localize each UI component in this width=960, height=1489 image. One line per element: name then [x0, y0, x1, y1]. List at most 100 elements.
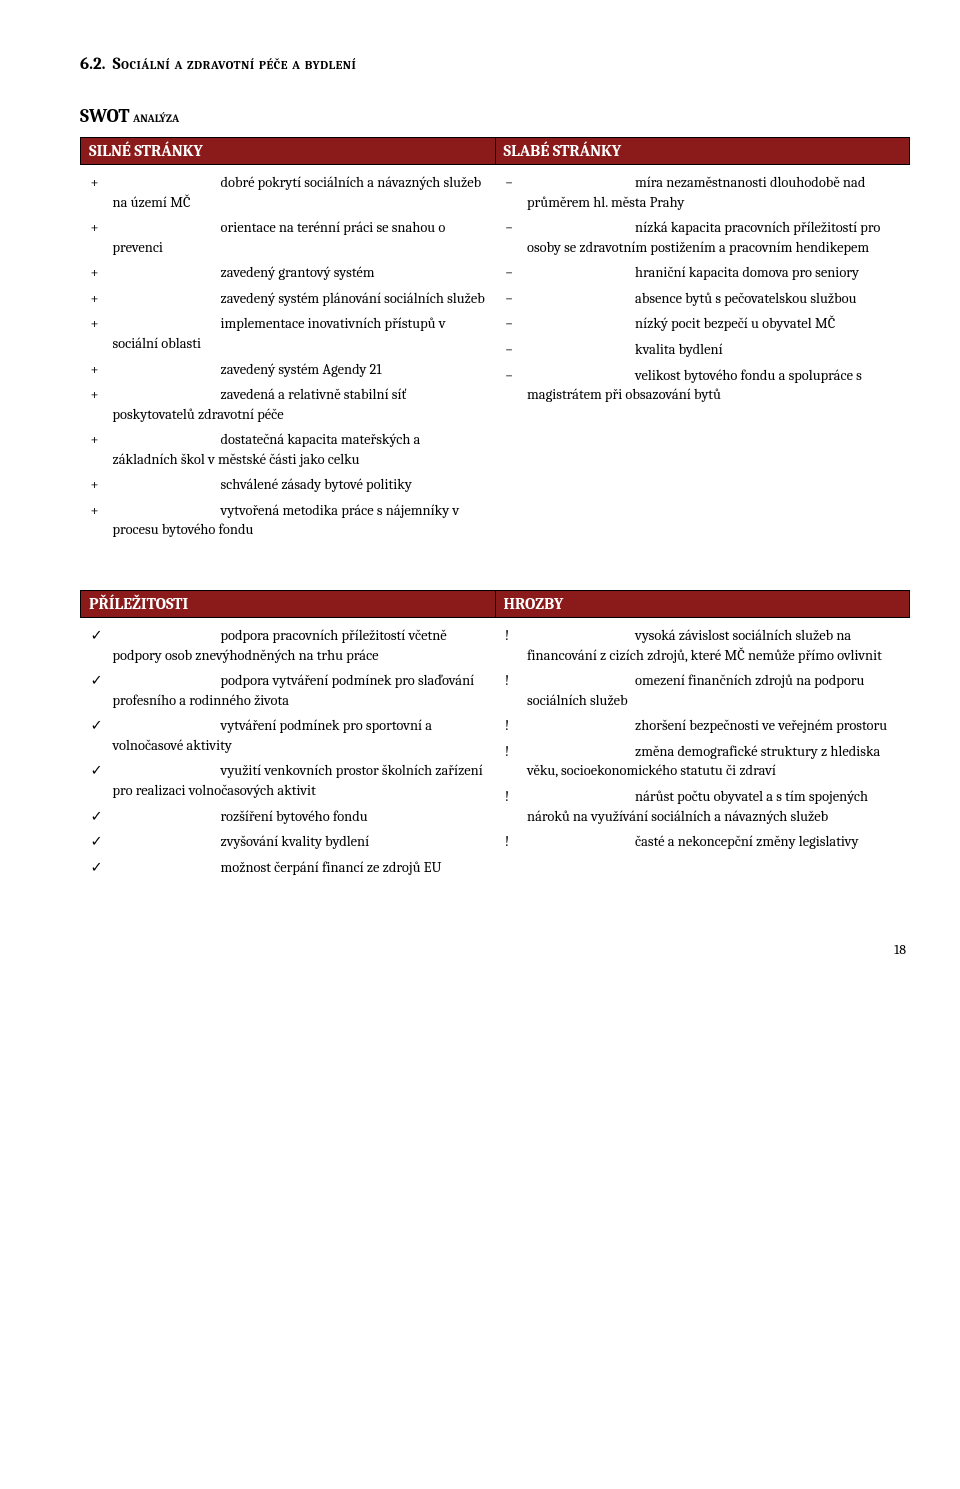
opportunity-item: ✓možnost čerpání financí ze zdrojů EU [91, 858, 486, 878]
opportunity-item: ✓podpora pracovních příležitostí včetně … [91, 626, 486, 665]
strength-bullet-icon: + [91, 173, 113, 212]
opportunity-item-text: vytváření podmínek pro sportovní a volno… [113, 716, 486, 755]
threat-bullet-icon: ! [505, 716, 527, 736]
subhead-sub: analýza [130, 108, 180, 126]
threat-bullet-icon: ! [505, 626, 527, 665]
strength-bullet-icon: + [91, 263, 113, 283]
strength-bullet-icon: + [91, 385, 113, 424]
opportunity-bullet-icon: ✓ [91, 832, 113, 852]
strength-item-text: dostatečná kapacita mateřských a základn… [113, 430, 486, 469]
header-opportunities: PŘÍLEŽITOSTI [81, 591, 496, 618]
threat-item: !změna demografické struktury z hlediska… [505, 742, 900, 781]
strength-item: +dobré pokrytí sociálních a návazných sl… [91, 173, 486, 212]
opportunity-item-text: možnost čerpání financí ze zdrojů EU [113, 858, 486, 878]
weakness-bullet-icon: − [505, 263, 527, 283]
threat-item: !nárůst počtu obyvatel a s tím spojených… [505, 787, 900, 826]
weakness-item: −nízká kapacita pracovních příležitostí … [505, 218, 900, 257]
opportunity-item: ✓vytváření podmínek pro sportovní a voln… [91, 716, 486, 755]
threat-item: !omezení finančních zdrojů na podporu so… [505, 671, 900, 710]
opportunity-item-text: zvyšování kvality bydlení [113, 832, 486, 852]
threat-item-text: omezení finančních zdrojů na podporu soc… [527, 671, 900, 710]
strength-item-text: orientace na terénní práci se snahou o p… [113, 218, 486, 257]
opportunity-bullet-icon: ✓ [91, 671, 113, 710]
weakness-item-text: hraniční kapacita domova pro seniory [527, 263, 900, 283]
strength-item-text: dobré pokrytí sociálních a návazných slu… [113, 173, 486, 212]
page-number: 18 [80, 941, 910, 958]
opportunity-bullet-icon: ✓ [91, 716, 113, 755]
opportunity-bullet-icon: ✓ [91, 626, 113, 665]
strength-bullet-icon: + [91, 430, 113, 469]
threat-item-text: vysoká závislost sociálních služeb na fi… [527, 626, 900, 665]
weakness-item-text: nízká kapacita pracovních příležitostí p… [527, 218, 900, 257]
opportunity-item: ✓podpora vytváření podmínek pro slaďován… [91, 671, 486, 710]
weakness-bullet-icon: − [505, 314, 527, 334]
weakness-bullet-icon: − [505, 340, 527, 360]
opportunity-bullet-icon: ✓ [91, 807, 113, 827]
weakness-item: −kvalita bydlení [505, 340, 900, 360]
strength-item: +implementace inovativních přístupů v so… [91, 314, 486, 353]
strength-item: +zavedený grantový systém [91, 263, 486, 283]
strength-bullet-icon: + [91, 501, 113, 540]
header-strengths: SILNÉ STRÁNKY [81, 138, 496, 165]
weakness-item: −hraniční kapacita domova pro seniory [505, 263, 900, 283]
weakness-item: −absence bytů s pečovatelskou službou [505, 289, 900, 309]
weakness-item-text: velikost bytového fondu a spolupráce s m… [527, 366, 900, 405]
opportunity-bullet-icon: ✓ [91, 858, 113, 878]
swot-body-row-2: ✓podpora pracovních příležitostí včetně … [81, 618, 910, 902]
weakness-item: −velikost bytového fondu a spolupráce s … [505, 366, 900, 405]
swot-header-row-1: SILNÉ STRÁNKY SLABÉ STRÁNKY [81, 138, 910, 165]
weakness-bullet-icon: − [505, 173, 527, 212]
weakness-item: −nízký pocit bezpečí u obyvatel MČ [505, 314, 900, 334]
opportunity-item: ✓využití venkovních prostor školních zař… [91, 761, 486, 800]
strength-item-text: vytvořená metodika práce s nájemníky v p… [113, 501, 486, 540]
strength-item: +schválené zásady bytové politiky [91, 475, 486, 495]
weakness-item-text: nízký pocit bezpečí u obyvatel MČ [527, 314, 900, 334]
swot-table: SILNÉ STRÁNKY SLABÉ STRÁNKY +dobré pokry… [80, 137, 910, 901]
threat-item-text: časté a nekoncepční změny legislativy [527, 832, 900, 852]
opportunity-item-text: podpora vytváření podmínek pro slaďování… [113, 671, 486, 710]
swot-gap [81, 564, 910, 591]
threat-bullet-icon: ! [505, 742, 527, 781]
weakness-item: −míra nezaměstnanosti dlouhodobě nad prů… [505, 173, 900, 212]
strength-bullet-icon: + [91, 360, 113, 380]
weakness-bullet-icon: − [505, 218, 527, 257]
strength-bullet-icon: + [91, 218, 113, 257]
strength-item: +vytvořená metodika práce s nájemníky v … [91, 501, 486, 540]
section-heading: 6.2. Sociální a zdravotní péče a bydlení [80, 40, 910, 77]
threat-bullet-icon: ! [505, 787, 527, 826]
threats-cell: !vysoká závislost sociálních služeb na f… [495, 618, 910, 902]
section-title: Sociální a zdravotní péče a bydlení [113, 55, 357, 74]
weakness-bullet-icon: − [505, 289, 527, 309]
strength-item-text: zavedený grantový systém [113, 263, 486, 283]
weakness-item-text: absence bytů s pečovatelskou službou [527, 289, 900, 309]
swot-body-row-1: +dobré pokrytí sociálních a návazných sl… [81, 165, 910, 565]
threat-item: !zhoršení bezpečnosti ve veřejném prosto… [505, 716, 900, 736]
strength-bullet-icon: + [91, 314, 113, 353]
strength-item-text: schválené zásady bytové politiky [113, 475, 486, 495]
threat-bullet-icon: ! [505, 832, 527, 852]
strengths-cell: +dobré pokrytí sociálních a návazných sl… [81, 165, 496, 565]
opportunity-item: ✓zvyšování kvality bydlení [91, 832, 486, 852]
strength-item: +dostatečná kapacita mateřských a základ… [91, 430, 486, 469]
strength-item: +zavedený systém Agendy 21 [91, 360, 486, 380]
weakness-bullet-icon: − [505, 366, 527, 405]
strength-bullet-icon: + [91, 289, 113, 309]
strength-item-text: implementace inovativních přístupů v soc… [113, 314, 486, 353]
strength-item: +zavedená a relativně stabilní síť posky… [91, 385, 486, 424]
strength-item: +zavedený systém plánování sociálních sl… [91, 289, 486, 309]
strength-item-text: zavedená a relativně stabilní síť poskyt… [113, 385, 486, 424]
opportunity-item: ✓rozšíření bytového fondu [91, 807, 486, 827]
opportunity-item-text: podpora pracovních příležitostí včetně p… [113, 626, 486, 665]
threat-item-text: nárůst počtu obyvatel a s tím spojených … [527, 787, 900, 826]
opportunity-item-text: rozšíření bytového fondu [113, 807, 486, 827]
strength-item-text: zavedený systém plánování sociálních slu… [113, 289, 486, 309]
subhead-main: SWOT [80, 105, 130, 127]
opportunity-bullet-icon: ✓ [91, 761, 113, 800]
header-weaknesses: SLABÉ STRÁNKY [495, 138, 910, 165]
section-number: 6.2. [80, 55, 106, 74]
threat-item-text: změna demografické struktury z hlediska … [527, 742, 900, 781]
strength-bullet-icon: + [91, 475, 113, 495]
strength-item: +orientace na terénní práci se snahou o … [91, 218, 486, 257]
swot-subheading: SWOT analýza [80, 105, 910, 127]
strength-item-text: zavedený systém Agendy 21 [113, 360, 486, 380]
